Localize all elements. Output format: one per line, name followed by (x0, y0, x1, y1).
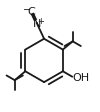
Text: OH: OH (73, 72, 90, 82)
Text: N: N (32, 18, 41, 28)
Text: C: C (27, 7, 35, 17)
Text: −: − (23, 5, 32, 15)
Text: +: + (37, 17, 44, 26)
